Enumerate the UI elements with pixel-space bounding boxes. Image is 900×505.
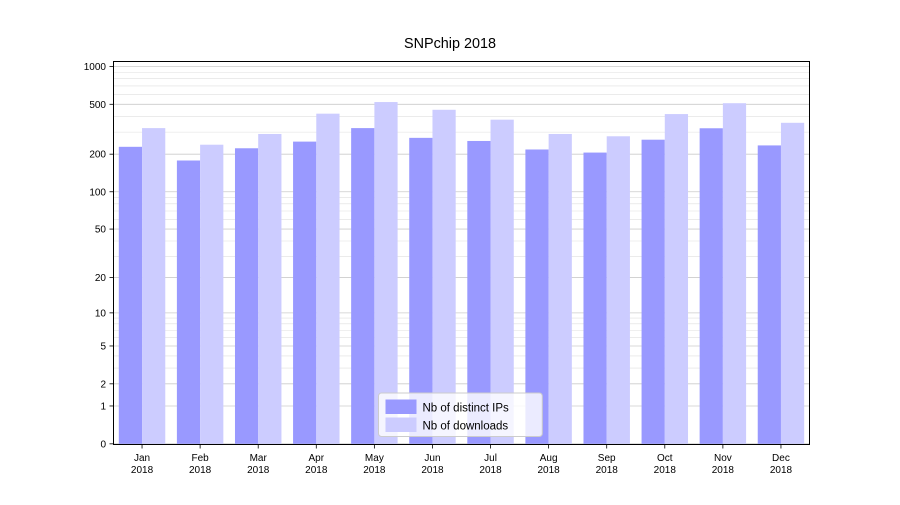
svg-text:200: 200 (89, 150, 106, 161)
svg-text:2018: 2018 (421, 465, 444, 476)
svg-text:500: 500 (89, 100, 106, 111)
svg-text:2: 2 (100, 379, 106, 390)
svg-text:20: 20 (95, 273, 107, 284)
svg-text:Jul: Jul (484, 453, 497, 464)
svg-text:May: May (365, 453, 384, 464)
svg-text:Feb: Feb (192, 453, 210, 464)
svg-text:2018: 2018 (189, 465, 212, 476)
svg-text:Sep: Sep (598, 453, 616, 464)
svg-text:2018: 2018 (770, 465, 793, 476)
svg-text:Mar: Mar (250, 453, 268, 464)
svg-text:2018: 2018 (596, 465, 619, 476)
svg-text:100: 100 (89, 187, 106, 198)
svg-text:Oct: Oct (657, 453, 673, 464)
svg-text:2018: 2018 (712, 465, 735, 476)
svg-text:Aug: Aug (540, 453, 558, 464)
svg-text:Nov: Nov (714, 453, 732, 464)
svg-text:50: 50 (95, 225, 107, 236)
svg-text:2018: 2018 (247, 465, 270, 476)
svg-text:Dec: Dec (772, 453, 790, 464)
svg-text:2018: 2018 (479, 465, 502, 476)
svg-text:10: 10 (95, 308, 107, 319)
svg-text:SNPchip 2018: SNPchip 2018 (404, 36, 496, 52)
svg-text:2018: 2018 (131, 465, 154, 476)
svg-text:0: 0 (100, 439, 106, 450)
svg-text:1000: 1000 (84, 62, 107, 73)
svg-text:2018: 2018 (654, 465, 677, 476)
svg-text:2018: 2018 (537, 465, 560, 476)
svg-text:Apr: Apr (309, 453, 325, 464)
svg-text:Jan: Jan (134, 453, 150, 464)
svg-text:1: 1 (100, 401, 106, 412)
svg-text:5: 5 (100, 341, 106, 352)
svg-text:2018: 2018 (363, 465, 386, 476)
svg-text:Jun: Jun (424, 453, 440, 464)
svg-text:Nb of downloads: Nb of downloads (423, 421, 509, 433)
svg-text:2018: 2018 (305, 465, 328, 476)
svg-text:Nb of distinct IPs: Nb of distinct IPs (423, 403, 510, 415)
